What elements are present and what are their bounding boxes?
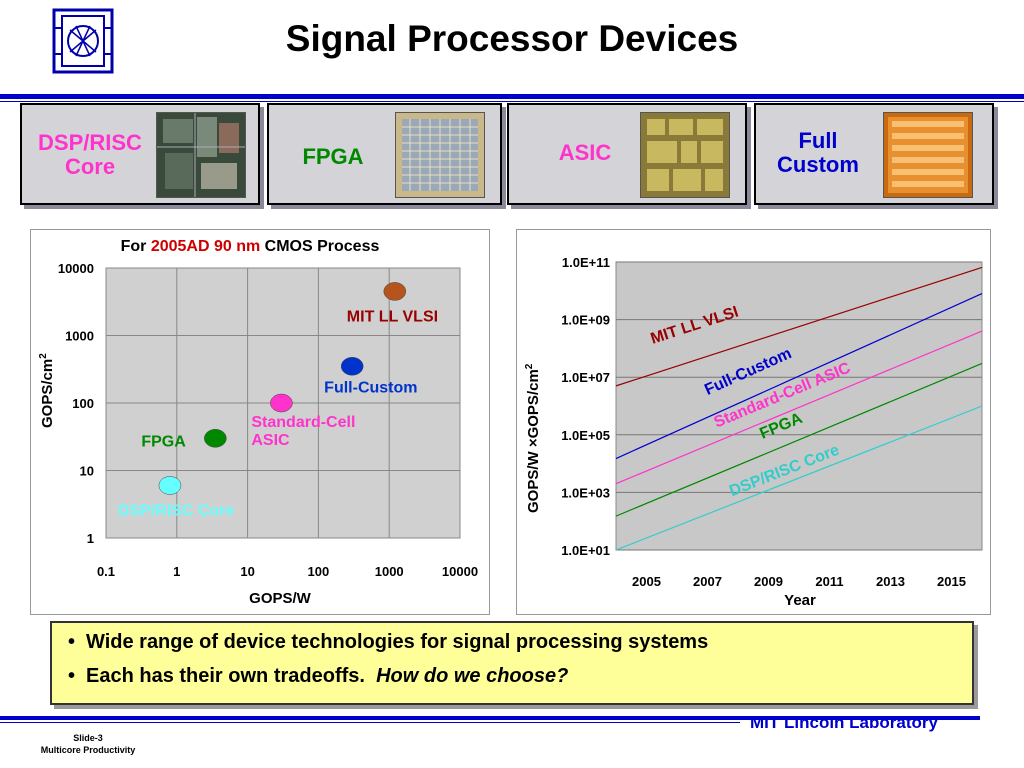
takeaways-box: • Wide range of device technologies for s…: [50, 621, 974, 705]
card-fpga: FPGA: [267, 103, 502, 205]
card-label-line: Core: [64, 154, 116, 179]
x-tick-label: 1: [173, 564, 180, 579]
series-line: [615, 266, 983, 387]
card-dsp-risc-label: DSP/RISC Core: [26, 131, 154, 179]
x-tick-label: 10000: [442, 564, 478, 579]
y-tick-label: 1.0E+01: [561, 543, 610, 558]
card-label-line: FPGA: [302, 144, 364, 169]
ylabel-superscript: 2: [524, 363, 535, 370]
x-tick-label: 2013: [876, 574, 905, 589]
x-tick-label: 2007: [693, 574, 722, 589]
bullet-item: • Each has their own tradeoffs. How do we…: [68, 665, 569, 687]
scatter-point: [270, 393, 293, 413]
left-chart-xlabel: GOPS/W: [249, 590, 311, 607]
scatter-point: [204, 429, 227, 448]
ylabel-text: GOPS/W ×GOPS/cm: [525, 369, 542, 513]
series-line: [615, 362, 983, 517]
left-chart-title: For 2005AD 90 nm CMOS Process: [30, 238, 470, 256]
fpga-die-image: [395, 112, 485, 198]
point-label: MIT LL VLSI: [347, 308, 438, 325]
point-label: Full-Custom: [324, 379, 417, 396]
y-tick-label: 1.0E+09: [561, 313, 610, 328]
mit-ll-logo: [52, 8, 114, 74]
point-label: FPGA: [141, 433, 186, 450]
x-tick-label: 2009: [754, 574, 783, 589]
y-tick-label: 1: [87, 531, 94, 546]
card-asic: ASIC: [507, 103, 747, 205]
slide-info: Slide-3 Multicore Productivity: [38, 732, 138, 756]
series-line: [615, 330, 983, 485]
x-tick-label: 2015: [937, 574, 966, 589]
scatter-point: [158, 476, 182, 495]
card-fpga-label: FPGA: [283, 145, 383, 169]
y-tick-label: 1000: [65, 329, 94, 344]
x-tick-label: 2005: [632, 574, 661, 589]
card-full-custom-label: Full Custom: [762, 129, 874, 177]
y-tick-label: 1.0E+03: [561, 485, 610, 500]
footer-lab-name: MIT Lincoln Laboratory: [750, 713, 938, 732]
x-tick-label: 2011: [815, 574, 843, 589]
bullet-emphasis: How do we choose?: [376, 665, 569, 687]
header-rule: [0, 94, 1024, 99]
card-label-line: ASIC: [558, 140, 612, 165]
x-tick-label: 10: [240, 564, 254, 579]
card-label-line: Custom: [777, 152, 859, 177]
point-label: ASIC: [251, 432, 290, 449]
scatter-point: [340, 357, 364, 376]
full-custom-die-image: [883, 112, 973, 198]
y-tick-label: 10000: [58, 261, 94, 276]
footer-rule-thin: [0, 722, 740, 723]
right-chart-ylabel: GOPS/W ×GOPS/cm2: [524, 364, 542, 513]
title-part-highlight: 2005AD 90 nm: [150, 238, 261, 255]
y-tick-label: 1.0E+11: [562, 255, 610, 270]
series-line: [615, 293, 983, 460]
y-tick-label: 100: [72, 396, 94, 411]
x-tick-label: 0.1: [97, 564, 115, 579]
bullet-text: Each has their own tradeoffs.: [86, 665, 365, 687]
card-dsp-risc: DSP/RISC Core: [20, 103, 260, 205]
x-tick-label: 1000: [375, 564, 404, 579]
card-asic-label: ASIC: [535, 141, 635, 165]
card-full-custom: Full Custom: [754, 103, 994, 205]
card-label-line: DSP/RISC: [38, 130, 142, 155]
title-part: CMOS Process: [260, 238, 380, 255]
footer-rule: [0, 716, 980, 720]
card-label-line: Full: [798, 128, 838, 153]
scatter-point: [383, 282, 407, 301]
y-tick-label: 1.0E+07: [561, 370, 610, 385]
title-part: For: [120, 238, 151, 255]
dsp-die-image: [156, 112, 246, 198]
y-tick-label: 10: [80, 464, 94, 479]
point-label: DSP/RISC Core: [118, 502, 235, 519]
bullet-item: • Wide range of device technologies for s…: [68, 631, 709, 653]
asic-die-image: [640, 112, 730, 198]
y-tick-label: 1.0E+05: [561, 428, 610, 443]
bullet-text: Wide range of device technologies for si…: [86, 631, 709, 653]
plot-area: [615, 261, 983, 551]
series-line: [615, 405, 983, 551]
slide-number: Slide-3: [73, 733, 103, 743]
x-tick-label: 100: [308, 564, 330, 579]
point-label: Standard-Cell: [251, 414, 355, 431]
slide-title: Signal Processor Devices: [285, 18, 739, 59]
header-rule-thin: [0, 101, 1024, 102]
deck-name: Multicore Productivity: [40, 745, 136, 755]
right-chart-xlabel: Year: [784, 592, 816, 609]
